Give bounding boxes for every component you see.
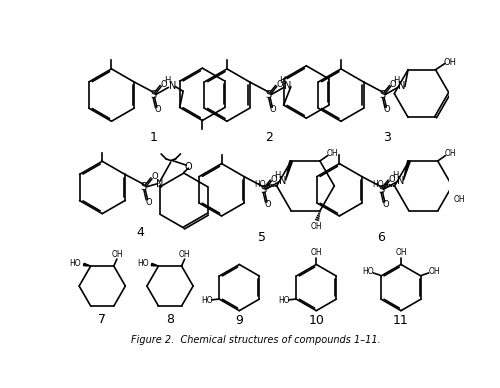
- Text: 6: 6: [377, 231, 385, 244]
- Text: HO: HO: [137, 259, 149, 268]
- Text: N: N: [398, 81, 406, 91]
- Text: HO: HO: [254, 180, 266, 189]
- Text: S: S: [378, 185, 384, 195]
- Text: N: N: [156, 178, 163, 189]
- Polygon shape: [404, 161, 410, 180]
- Text: 8: 8: [166, 313, 174, 326]
- Text: S: S: [266, 90, 272, 100]
- Text: H: H: [164, 76, 170, 85]
- Text: O: O: [390, 80, 396, 89]
- Text: O: O: [152, 172, 158, 181]
- Text: O: O: [264, 200, 271, 209]
- Text: OH: OH: [179, 250, 190, 259]
- Polygon shape: [159, 185, 162, 187]
- Text: N: N: [168, 81, 176, 91]
- Text: 11: 11: [393, 314, 409, 327]
- Text: 1: 1: [150, 131, 158, 144]
- Text: OH: OH: [395, 248, 407, 257]
- Text: 5: 5: [258, 231, 266, 244]
- Text: OH: OH: [311, 222, 322, 231]
- Text: HO: HO: [278, 296, 290, 305]
- Text: 10: 10: [308, 314, 324, 327]
- Text: H: H: [279, 76, 285, 85]
- Text: HO: HO: [201, 296, 213, 305]
- Text: OH: OH: [428, 267, 440, 276]
- Text: S: S: [260, 185, 266, 195]
- Text: OH: OH: [112, 250, 124, 259]
- Text: 3: 3: [383, 131, 391, 144]
- Text: H: H: [274, 171, 280, 180]
- Text: H: H: [392, 171, 398, 180]
- Polygon shape: [152, 263, 158, 266]
- Text: N: N: [284, 81, 292, 91]
- Text: 9: 9: [236, 314, 243, 327]
- Text: O: O: [384, 105, 390, 114]
- Polygon shape: [84, 263, 90, 266]
- Text: OH: OH: [444, 149, 456, 158]
- Text: OH: OH: [454, 194, 466, 204]
- Text: 2: 2: [266, 131, 274, 144]
- Text: O: O: [184, 162, 192, 171]
- Text: 7: 7: [98, 313, 106, 326]
- Text: O: O: [388, 175, 395, 184]
- Text: O: O: [270, 175, 278, 184]
- Text: S: S: [380, 90, 386, 100]
- Text: O: O: [154, 105, 161, 114]
- Text: 4: 4: [137, 226, 144, 239]
- Text: O: O: [276, 80, 282, 89]
- Text: OH: OH: [310, 248, 322, 257]
- Text: O: O: [160, 80, 167, 89]
- Text: N: N: [278, 175, 286, 185]
- Text: OH: OH: [444, 57, 456, 66]
- Text: N: N: [396, 175, 404, 185]
- Polygon shape: [286, 161, 292, 180]
- Text: OH: OH: [326, 149, 338, 158]
- Text: O: O: [270, 105, 276, 114]
- Text: HO: HO: [362, 267, 374, 276]
- Text: S: S: [141, 182, 147, 192]
- Text: HO: HO: [70, 259, 81, 268]
- Text: S: S: [150, 90, 156, 100]
- Text: O: O: [382, 200, 389, 209]
- Text: HO: HO: [372, 180, 384, 189]
- Text: Figure 2.  Chemical structures of compounds 1–11.: Figure 2. Chemical structures of compoun…: [132, 335, 381, 345]
- Text: O: O: [145, 197, 152, 206]
- Text: H: H: [393, 76, 400, 85]
